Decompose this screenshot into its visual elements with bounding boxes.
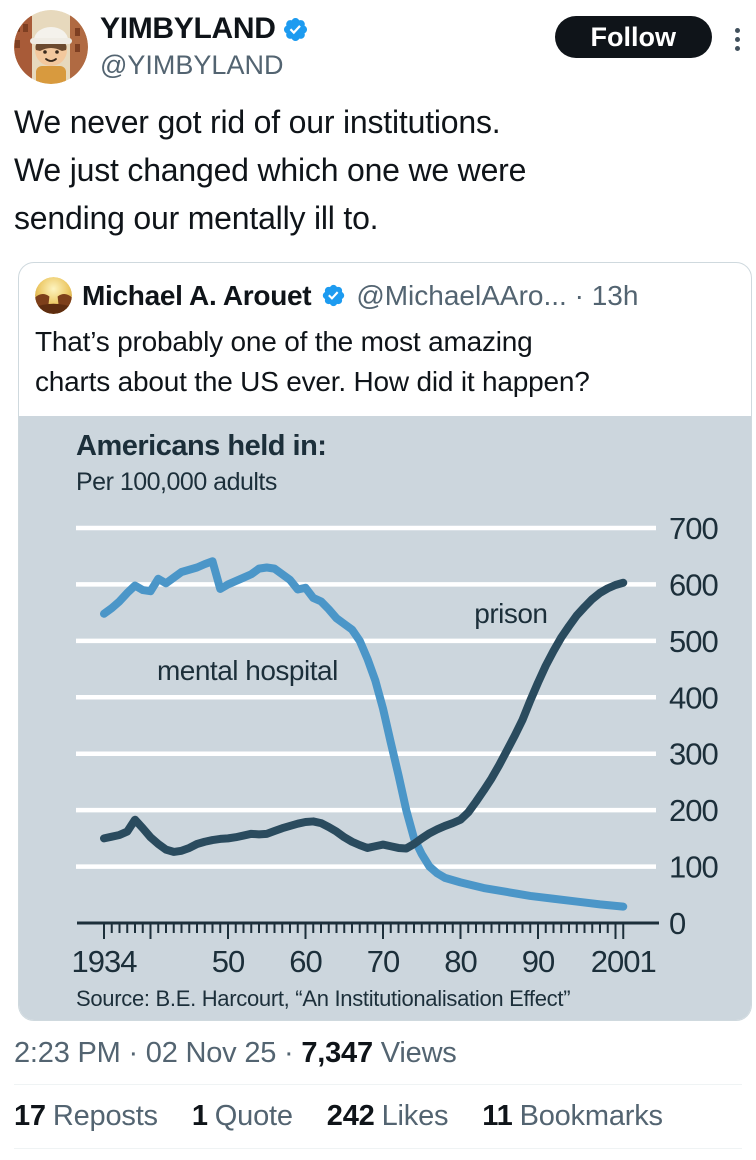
timestamp-text: 2:23 PM · 02 Nov 25 ·	[14, 1037, 302, 1069]
svg-text:1934: 1934	[72, 944, 138, 979]
avatar[interactable]	[14, 10, 88, 84]
reposts-stat[interactable]: 17 Reposts	[14, 1100, 158, 1132]
svg-text:400: 400	[669, 680, 718, 715]
timestamp-row: 2:23 PM · 02 Nov 25 · 7,347 Views	[0, 1021, 756, 1084]
quoted-display-name[interactable]: Michael A. Arouet	[82, 279, 312, 311]
svg-text:0: 0	[669, 906, 686, 941]
quoted-verified-badge-icon	[323, 284, 345, 307]
tweet-header: YIMBYLAND @YIMBYLAND Follow	[0, 0, 756, 84]
svg-text:700: 700	[669, 511, 718, 546]
quoted-tweet-header: Michael A. Arouet @MichaelAAro... · 13h	[19, 263, 751, 314]
chart-svg: 0 100 200 300 400 500 600 700 1934 50 60 70 80 90 2001	[72, 511, 720, 979]
engagement-stats-row: 17 Reposts 1 Quote 242 Likes 11 Bookmarks	[0, 1085, 756, 1148]
chart-title: Americans held in:	[76, 430, 327, 462]
svg-text:2001: 2001	[591, 944, 656, 979]
svg-text:50: 50	[212, 944, 245, 979]
quoted-tweet-text: That’s probably one of the most amazing …	[19, 314, 751, 402]
display-name[interactable]: YIMBYLAND	[100, 12, 276, 45]
chart-subtitle: Per 100,000 adults	[76, 468, 277, 496]
tweet-line: sending our mentally ill to.	[14, 200, 379, 236]
follow-button[interactable]: Follow	[554, 16, 712, 58]
quoted-tweet-line: charts about the US ever. How did it hap…	[35, 366, 590, 397]
quotes-stat[interactable]: 1 Quote	[191, 1100, 293, 1132]
tweet-text: We never got rid of our institutions. We…	[0, 84, 756, 242]
bookmarks-stat[interactable]: 11 Bookmarks	[482, 1100, 663, 1132]
chart-label-mental-hospital: mental hospital	[156, 654, 338, 686]
quoted-tweet-line: That’s probably one of the most amazing	[35, 326, 533, 357]
svg-text:300: 300	[669, 737, 718, 772]
quoted-avatar[interactable]	[35, 277, 72, 314]
quoted-handle-time[interactable]: @MichaelAAro... · 13h	[356, 279, 639, 311]
svg-text:200: 200	[669, 793, 718, 828]
divider	[14, 1084, 742, 1085]
avatar-image	[14, 10, 88, 84]
user-handle[interactable]: @YIMBYLAND	[100, 50, 284, 80]
svg-text:600: 600	[669, 567, 718, 602]
quoted-avatar-image	[35, 277, 72, 314]
chart-label-prison: prison	[474, 597, 548, 629]
svg-text:80: 80	[444, 944, 477, 979]
views-count: 7,347	[301, 1037, 373, 1069]
quoted-tweet-card[interactable]: Michael A. Arouet @MichaelAAro... · 13h …	[18, 262, 752, 1021]
svg-text:90: 90	[522, 944, 555, 979]
chart-image[interactable]: 0 100 200 300 400 500 600 700 1934 50 60 70 80 90 2001…	[19, 416, 751, 1020]
likes-stat[interactable]: 242 Likes	[326, 1100, 449, 1132]
chart-source: Source: B.E. Harcourt, “An Institutional…	[76, 986, 571, 1011]
verified-badge-icon	[283, 17, 307, 41]
views-label: Views	[372, 1037, 457, 1069]
tweet-line: We never got rid of our institutions.	[14, 104, 501, 140]
svg-text:100: 100	[669, 850, 718, 885]
divider	[14, 1148, 742, 1149]
tweet-line: We just changed which one we were	[14, 152, 527, 188]
svg-text:500: 500	[669, 624, 718, 659]
more-options-icon[interactable]	[731, 24, 744, 55]
svg-text:60: 60	[289, 944, 322, 979]
svg-text:70: 70	[367, 944, 400, 979]
